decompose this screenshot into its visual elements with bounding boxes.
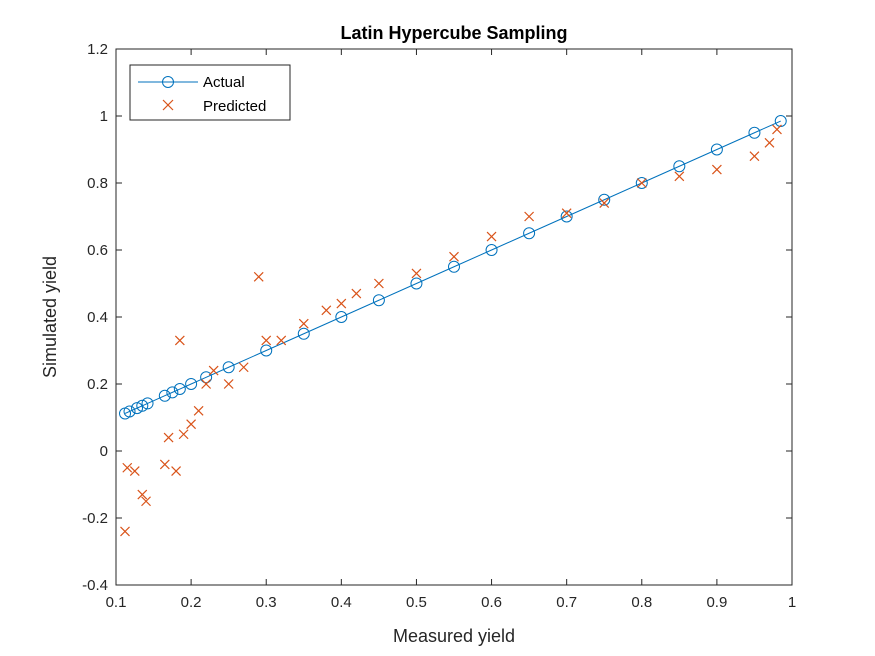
- actual-point: [598, 193, 611, 206]
- actual-point: [485, 244, 498, 256]
- predicted-point: [186, 419, 197, 430]
- predicted-point: [174, 335, 185, 346]
- predicted-point: [373, 278, 384, 289]
- series-actual: [119, 115, 787, 420]
- y-tick-label: 1: [100, 108, 108, 125]
- series-predicted: [120, 124, 782, 537]
- legend: Actual Predicted: [129, 64, 291, 121]
- actual-point: [222, 361, 235, 374]
- predicted-point: [711, 164, 722, 175]
- predicted-point: [238, 362, 249, 373]
- legend-actual-marker: [162, 76, 174, 88]
- tick-layer: 0.1 0.2 0.3 0.4 0.5 0.6 0.7 0.8 0.9 1 -0.4 -0.2 0 0.2…: [82, 41, 796, 611]
- actual-point: [131, 402, 144, 415]
- x-tick-label: 0.5: [406, 594, 427, 611]
- actual-point: [260, 344, 273, 357]
- actual-point: [158, 389, 171, 402]
- x-tick-label: 1: [788, 594, 796, 611]
- actual-point: [335, 311, 348, 323]
- predicted-point: [336, 298, 347, 309]
- y-axis-label: Simulated yield: [40, 256, 60, 378]
- actual-point: [297, 327, 310, 340]
- predicted-point: [163, 432, 174, 443]
- y-tick-label: 0.4: [87, 309, 108, 326]
- legend-box: [129, 64, 291, 121]
- plot-area: [116, 49, 792, 585]
- y-tick-label: 0.6: [87, 242, 108, 259]
- x-tick-label: 0.4: [331, 594, 352, 611]
- predicted-point: [261, 335, 272, 346]
- predicted-point: [772, 124, 782, 135]
- predicted-point: [171, 466, 182, 477]
- x-tick-label: 0.3: [256, 594, 277, 611]
- legend-actual-label: Actual: [203, 74, 245, 91]
- actual-point: [166, 386, 179, 399]
- predicted-point: [120, 526, 130, 537]
- predicted-point: [599, 198, 610, 209]
- predicted-point: [178, 429, 189, 440]
- predicted-point: [749, 151, 760, 162]
- actual-point: [173, 383, 186, 396]
- actual-point: [560, 210, 573, 223]
- predicted-point: [321, 305, 332, 316]
- actual-point: [136, 399, 149, 412]
- predicted-point: [636, 178, 647, 188]
- predicted-point: [129, 466, 140, 477]
- y-tick-label: 0.2: [87, 376, 108, 393]
- predicted-point: [486, 231, 497, 242]
- actual-point: [635, 177, 648, 189]
- predicted-point: [524, 211, 535, 222]
- predicted-point: [208, 365, 219, 376]
- actual-point: [410, 277, 423, 290]
- x-tick-label: 0.7: [556, 594, 577, 611]
- predicted-point: [223, 379, 234, 389]
- predicted-point: [674, 171, 685, 182]
- actual-point: [123, 405, 136, 418]
- actual-point: [372, 294, 385, 307]
- chart-title: Latin Hypercube Sampling: [340, 23, 567, 43]
- y-tick-label: 0: [100, 443, 108, 460]
- x-tick-label: 0.2: [181, 594, 202, 611]
- actual-point: [448, 260, 460, 273]
- x-tick-label: 0.9: [706, 594, 727, 611]
- predicted-point: [351, 288, 362, 299]
- y-tick-label: 1.2: [87, 41, 108, 58]
- actual-point: [710, 143, 723, 156]
- predicted-point: [449, 251, 459, 262]
- y-tick-label: -0.2: [82, 510, 108, 527]
- predicted-point: [193, 405, 204, 416]
- series-layer: [119, 115, 787, 537]
- x-tick-label: 0.8: [631, 594, 652, 611]
- predicted-point: [122, 462, 133, 473]
- x-tick-label: 0.6: [481, 594, 502, 611]
- y-tick-label: 0.8: [87, 175, 108, 192]
- y-tick-label: -0.4: [82, 577, 108, 594]
- actual-point: [523, 227, 536, 240]
- x-axis-label: Measured yield: [393, 626, 515, 646]
- actual-point: [673, 160, 686, 173]
- predicted-point: [561, 208, 572, 219]
- predicted-point: [298, 318, 309, 329]
- predicted-point: [253, 271, 264, 282]
- actual-point: [141, 397, 154, 410]
- actual-point: [185, 378, 198, 390]
- actual-line: [124, 120, 781, 414]
- actual-point: [200, 371, 213, 384]
- legend-predicted-label: Predicted: [203, 98, 266, 115]
- predicted-point: [764, 137, 775, 148]
- predicted-point: [137, 489, 148, 500]
- actual-point: [748, 126, 761, 139]
- x-tick-label: 0.1: [106, 594, 127, 611]
- predicted-point: [159, 459, 170, 470]
- predicted-point: [276, 335, 287, 346]
- predicted-point: [411, 268, 422, 279]
- legend-predicted-marker: [162, 99, 174, 111]
- predicted-point: [201, 379, 212, 389]
- predicted-point: [141, 496, 151, 507]
- actual-point: [774, 115, 787, 128]
